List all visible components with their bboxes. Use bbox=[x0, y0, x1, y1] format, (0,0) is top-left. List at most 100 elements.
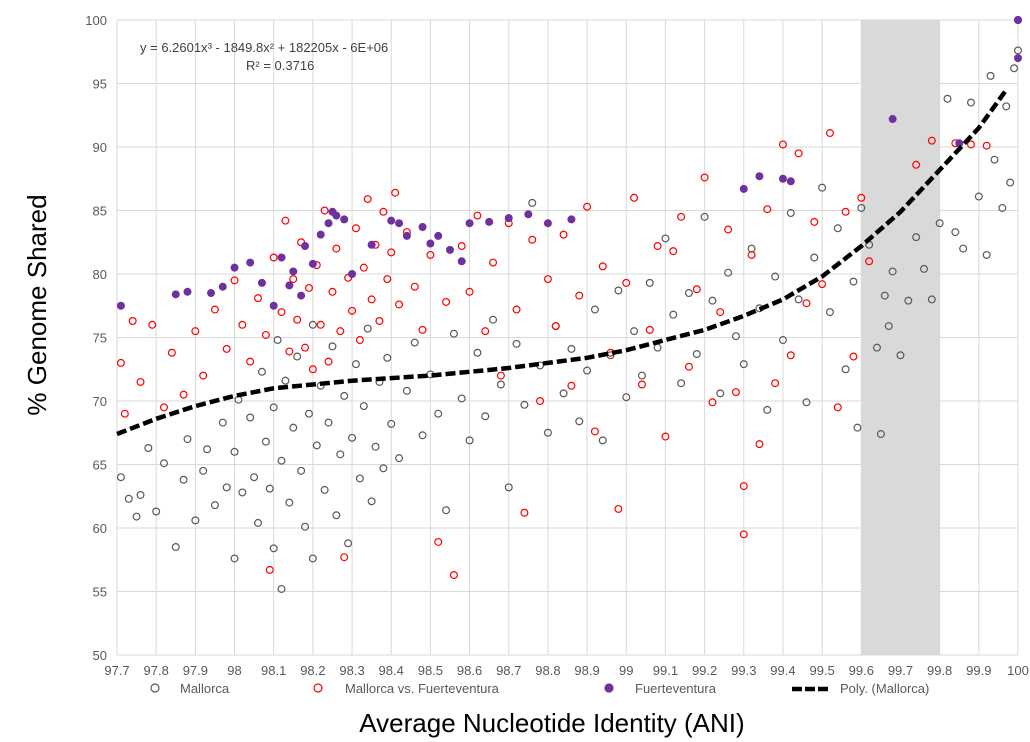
data-point-fuerteventura bbox=[308, 259, 317, 268]
data-point-mallorca bbox=[308, 554, 317, 563]
y-tick-label: 90 bbox=[93, 140, 107, 155]
y-tick-label: 70 bbox=[93, 394, 107, 409]
data-point-mallorca bbox=[669, 310, 678, 319]
trendline-r-squared: R² = 0.3716 bbox=[246, 58, 314, 73]
data-point-mallorca bbox=[853, 423, 862, 432]
data-point-mallorca bbox=[661, 234, 670, 243]
data-point-mallorca bbox=[277, 456, 286, 465]
data-point-mallorca-vs-fuerteventura bbox=[351, 224, 360, 233]
shaded-region bbox=[861, 20, 940, 655]
data-point-mallorca bbox=[340, 391, 349, 400]
data-point-mallorca bbox=[257, 367, 266, 376]
data-point-mallorca-vs-fuerteventura bbox=[559, 230, 568, 239]
data-point-mallorca-vs-fuerteventura bbox=[301, 343, 310, 352]
data-point-mallorca bbox=[935, 219, 944, 228]
data-point-fuerteventura bbox=[269, 301, 278, 310]
x-tick-label: 98.2 bbox=[300, 663, 325, 678]
data-point-mallorca bbox=[171, 543, 180, 552]
data-point-mallorca bbox=[543, 428, 552, 437]
data-point-fuerteventura bbox=[207, 289, 216, 298]
data-point-mallorca bbox=[336, 450, 345, 459]
data-point-mallorca-vs-fuerteventura bbox=[802, 299, 811, 308]
data-point-mallorca-vs-fuerteventura bbox=[136, 377, 145, 386]
data-point-mallorca bbox=[261, 437, 270, 446]
data-point-mallorca-vs-fuerteventura bbox=[320, 206, 329, 215]
data-point-fuerteventura bbox=[1013, 16, 1022, 25]
y-tick-label: 60 bbox=[93, 521, 107, 536]
data-point-mallorca bbox=[473, 348, 482, 357]
legend: Mallorca Mallorca vs. Fuerteventura Fuer… bbox=[150, 681, 929, 696]
data-point-mallorca-vs-fuerteventura bbox=[684, 362, 693, 371]
data-point-mallorca bbox=[116, 473, 125, 482]
data-point-mallorca-vs-fuerteventura bbox=[449, 570, 458, 579]
data-point-mallorca-vs-fuerteventura bbox=[348, 306, 357, 315]
data-point-mallorca bbox=[289, 423, 298, 432]
data-point-mallorca-vs-fuerteventura bbox=[982, 141, 991, 150]
data-point-mallorca bbox=[959, 244, 968, 253]
data-point-mallorca bbox=[614, 286, 623, 295]
data-point-mallorca-vs-fuerteventura bbox=[116, 358, 125, 367]
data-point-mallorca bbox=[297, 466, 306, 475]
data-point-mallorca bbox=[888, 267, 897, 276]
data-point-mallorca-vs-fuerteventura bbox=[912, 160, 921, 169]
data-point-mallorca-vs-fuerteventura bbox=[261, 330, 270, 339]
data-point-mallorca bbox=[199, 466, 208, 475]
data-point-mallorca bbox=[281, 376, 290, 385]
x-tick-label: 99.8 bbox=[927, 663, 952, 678]
data-point-mallorca bbox=[496, 380, 505, 389]
data-point-mallorca-vs-fuerteventura bbox=[328, 287, 337, 296]
data-point-mallorca-vs-fuerteventura bbox=[230, 276, 239, 285]
data-point-mallorca bbox=[919, 264, 928, 273]
data-point-mallorca bbox=[332, 511, 341, 520]
data-point-mallorca-vs-fuerteventura bbox=[148, 320, 157, 329]
data-point-fuerteventura bbox=[567, 215, 576, 224]
data-point-mallorca bbox=[684, 289, 693, 298]
legend-label-poly-mallorca: Poly. (Mallorca) bbox=[840, 681, 929, 696]
data-point-mallorca bbox=[179, 475, 188, 484]
data-point-mallorca bbox=[348, 433, 357, 442]
data-point-mallorca bbox=[896, 351, 905, 360]
data-point-mallorca bbox=[990, 155, 999, 164]
data-point-mallorca-vs-fuerteventura bbox=[567, 381, 576, 390]
x-tick-label: 97.8 bbox=[144, 663, 169, 678]
data-point-mallorca-vs-fuerteventura bbox=[336, 327, 345, 336]
data-point-mallorca-vs-fuerteventura bbox=[598, 262, 607, 271]
y-axis-label: % Genome Shared bbox=[22, 194, 52, 415]
data-point-mallorca bbox=[708, 296, 717, 305]
data-point-mallorca-vs-fuerteventura bbox=[418, 325, 427, 334]
data-point-mallorca-vs-fuerteventura bbox=[481, 327, 490, 336]
data-point-mallorca-vs-fuerteventura bbox=[622, 278, 631, 287]
data-point-mallorca bbox=[277, 584, 286, 593]
data-point-mallorca-vs-fuerteventura bbox=[210, 305, 219, 314]
data-point-mallorca-vs-fuerteventura bbox=[849, 352, 858, 361]
data-point-mallorca bbox=[1013, 46, 1022, 55]
data-point-fuerteventura bbox=[171, 290, 180, 299]
data-point-mallorca-vs-fuerteventura bbox=[332, 244, 341, 253]
data-point-mallorca-vs-fuerteventura bbox=[285, 347, 294, 356]
data-point-mallorca bbox=[387, 419, 396, 428]
data-point-mallorca bbox=[512, 339, 521, 348]
data-point-mallorca-vs-fuerteventura bbox=[340, 553, 349, 562]
data-point-mallorca-vs-fuerteventura bbox=[731, 388, 740, 397]
data-point-mallorca bbox=[653, 343, 662, 352]
data-point-mallorca bbox=[379, 464, 388, 473]
data-point-mallorca bbox=[481, 412, 490, 421]
legend-marker-fuerteventura bbox=[604, 683, 614, 693]
data-point-mallorca bbox=[833, 224, 842, 233]
data-point-mallorca bbox=[250, 473, 259, 482]
x-tick-label: 98.1 bbox=[261, 663, 286, 678]
data-points bbox=[116, 16, 1022, 593]
data-point-fuerteventura bbox=[289, 267, 298, 276]
data-point-mallorca-vs-fuerteventura bbox=[473, 211, 482, 220]
data-point-mallorca-vs-fuerteventura bbox=[457, 242, 466, 251]
data-point-mallorca-vs-fuerteventura bbox=[614, 504, 623, 513]
data-point-mallorca bbox=[974, 192, 983, 201]
data-point-mallorca bbox=[559, 389, 568, 398]
data-point-mallorca bbox=[528, 198, 537, 207]
x-tick-label: 98.7 bbox=[496, 663, 521, 678]
data-point-mallorca bbox=[982, 250, 991, 259]
data-point-mallorca bbox=[124, 494, 133, 503]
data-point-mallorca bbox=[442, 506, 451, 515]
y-tick-label: 100 bbox=[85, 13, 107, 28]
data-point-fuerteventura bbox=[485, 217, 494, 226]
